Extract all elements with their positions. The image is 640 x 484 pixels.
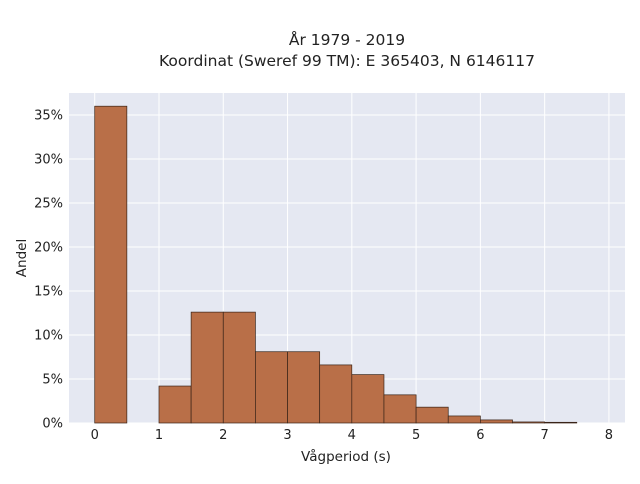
histogram-bar <box>158 385 192 424</box>
histogram-bar <box>544 421 578 424</box>
y-tick-label: 30% <box>34 153 63 168</box>
histogram-bar <box>319 364 353 424</box>
x-tick-label: 7 <box>541 428 549 443</box>
y-tick-label: 10% <box>34 329 63 344</box>
x-axis-label: Vågperiod (s) <box>301 448 391 465</box>
x-tick-label: 8 <box>605 428 613 443</box>
x-tick-label: 2 <box>219 428 227 443</box>
chart-title-line1: År 1979 - 2019 <box>289 30 405 49</box>
x-tick-label: 1 <box>155 428 163 443</box>
y-tick-label: 35% <box>34 109 63 124</box>
y-tick-label: 5% <box>42 373 63 388</box>
x-axis-ticks: 0 1 2 3 4 5 6 7 8 <box>91 428 614 443</box>
histogram-bar <box>190 311 224 424</box>
histogram-bar <box>94 105 128 424</box>
y-tick-label: 0% <box>42 417 63 432</box>
x-tick-label: 3 <box>283 428 291 443</box>
y-axis-label: Andel <box>14 239 30 277</box>
histogram-bar <box>287 351 321 424</box>
x-tick-label: 5 <box>412 428 420 443</box>
histogram-bars <box>94 105 578 424</box>
x-tick-label: 0 <box>91 428 99 443</box>
histogram-bar <box>255 351 288 424</box>
histogram-bar <box>351 374 385 424</box>
y-tick-label: 15% <box>34 285 63 300</box>
y-tick-label: 20% <box>34 241 63 256</box>
y-tick-label: 25% <box>34 197 63 212</box>
histogram-bar <box>415 406 449 424</box>
histogram-bar <box>512 421 546 424</box>
x-tick-label: 4 <box>348 428 356 443</box>
histogram-bar <box>383 394 417 424</box>
y-axis-ticks: 0% 5% 10% 15% 20% 25% 30% 35% <box>34 109 63 432</box>
chart-title-line2: Koordinat (Sweref 99 TM): E 365403, N 61… <box>159 52 535 70</box>
histogram-bar <box>222 311 256 424</box>
histogram-bar <box>447 415 481 424</box>
x-tick-label: 6 <box>476 428 484 443</box>
histogram-bar <box>480 419 513 424</box>
